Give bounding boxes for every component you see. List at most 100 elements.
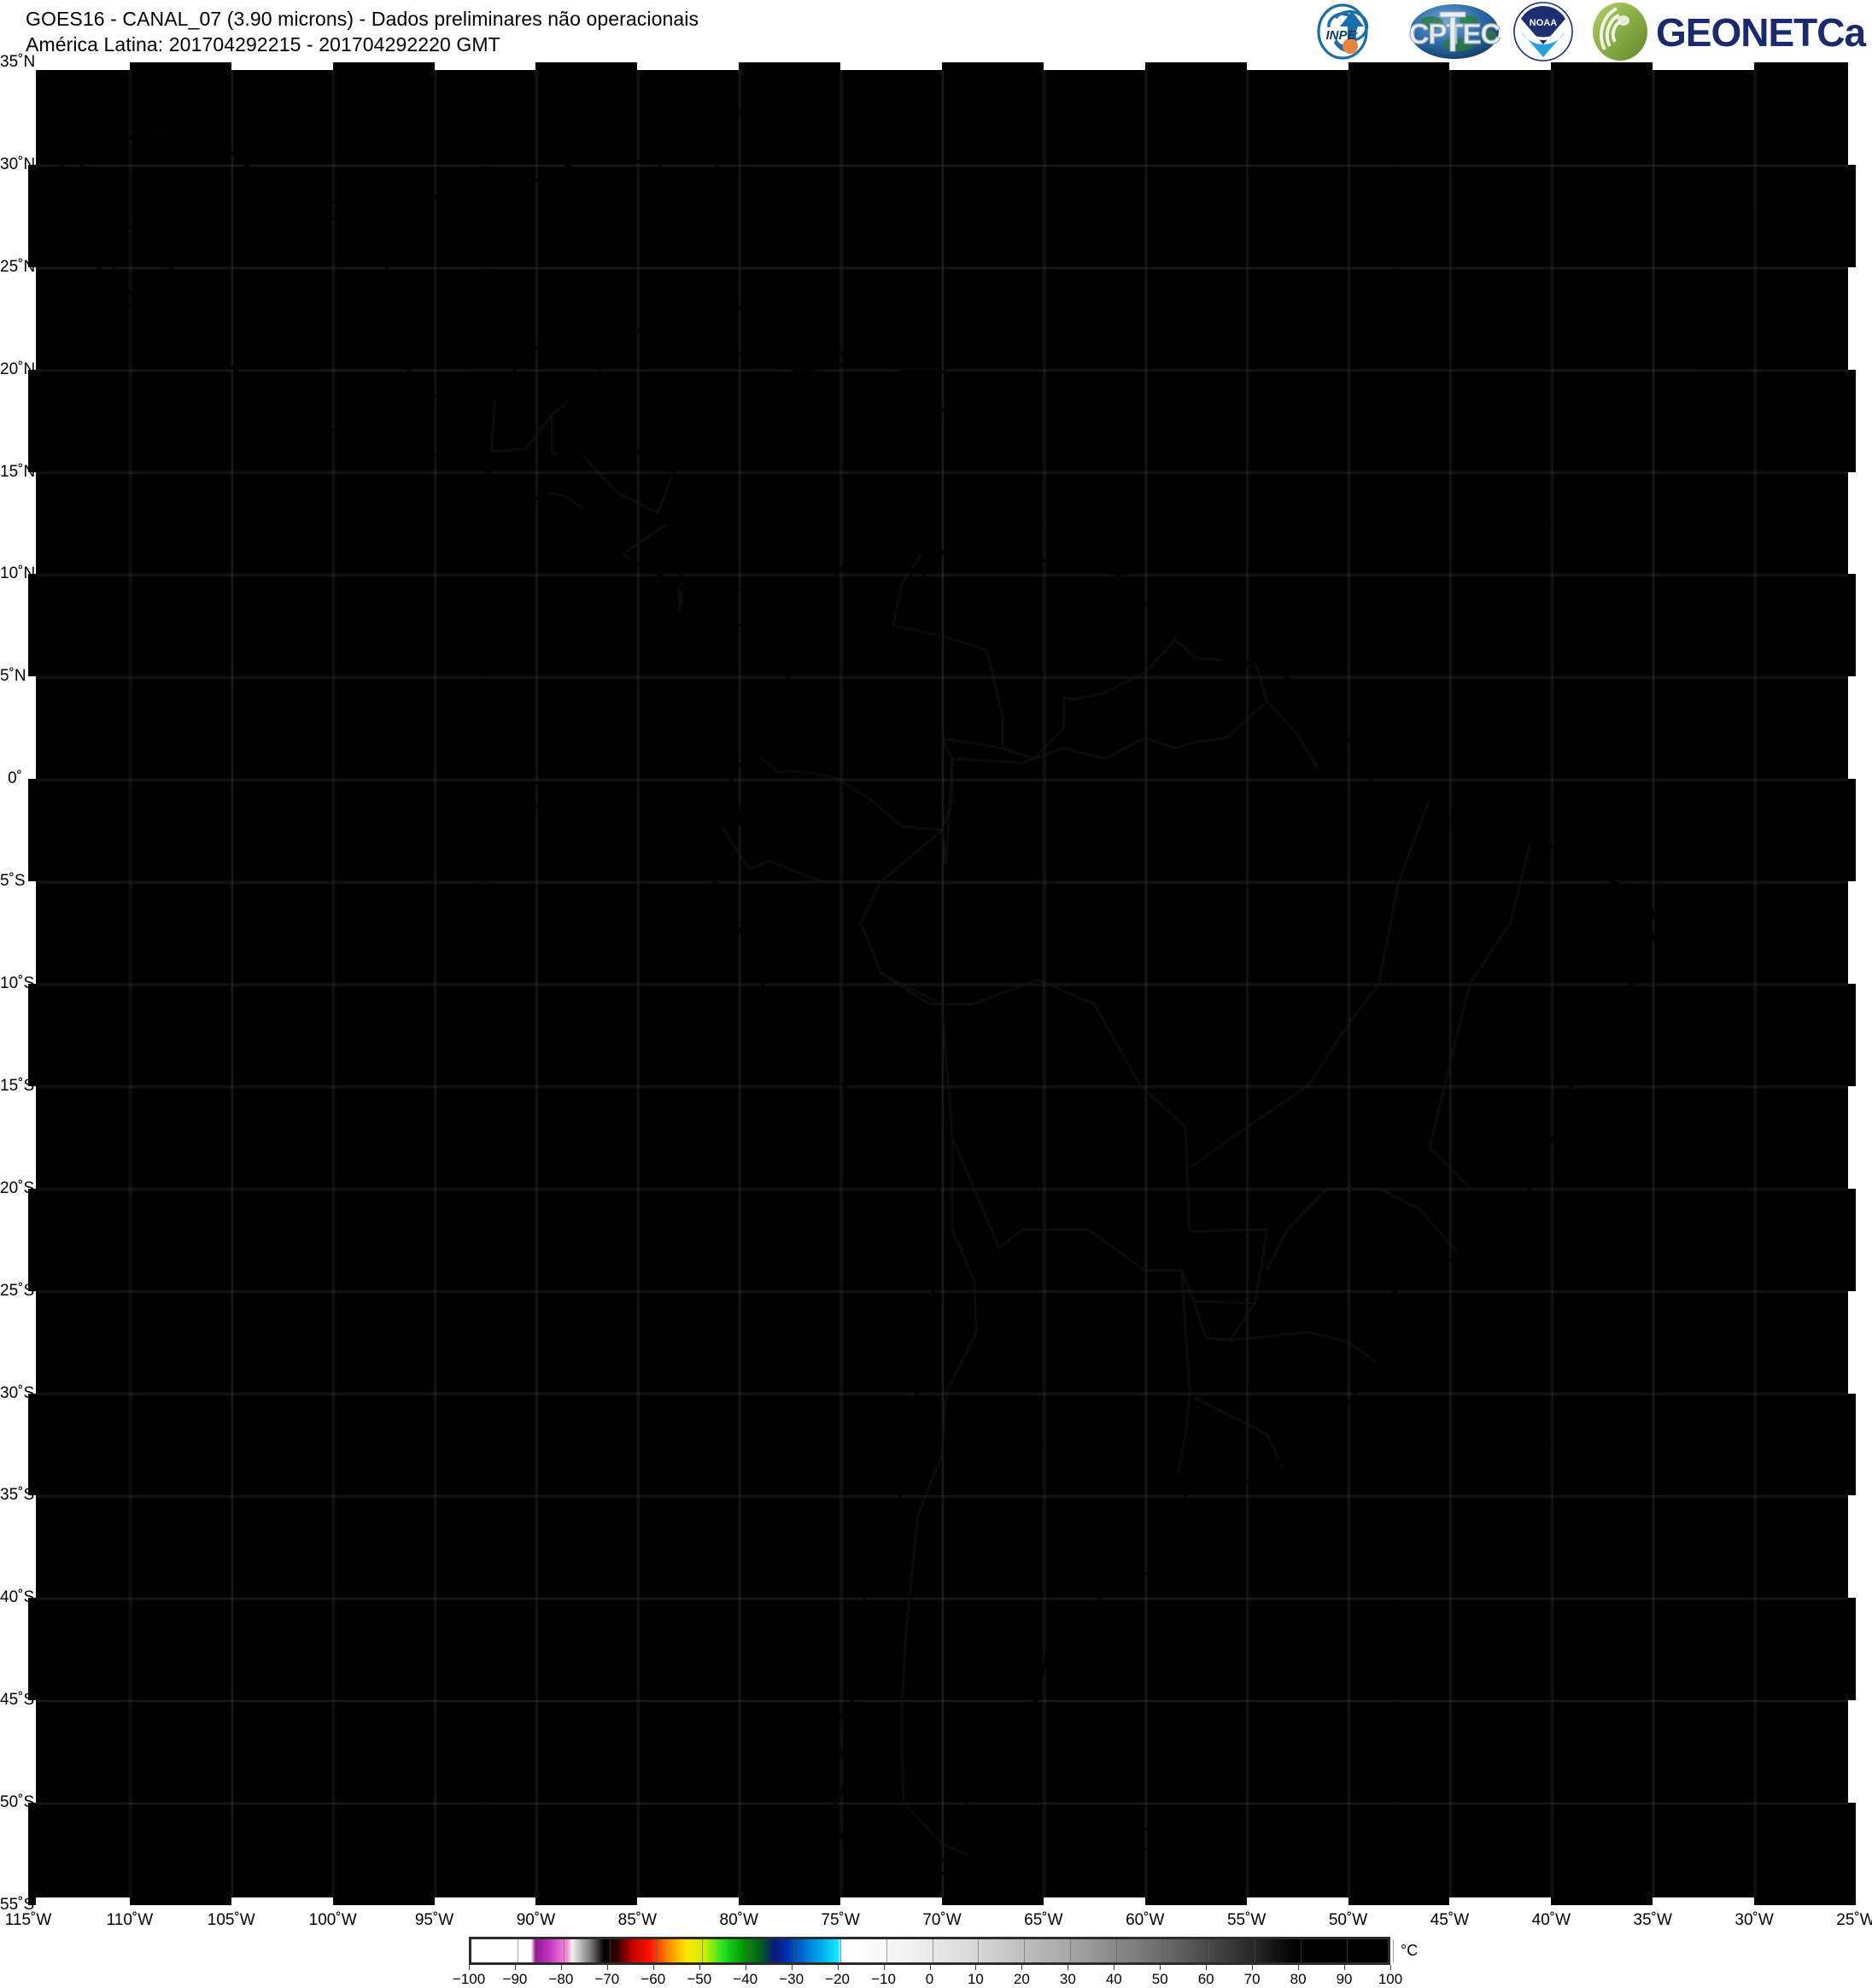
lon-tick-label: 100˚W — [308, 1911, 357, 1929]
colorbar-unit-label: °C — [1401, 1942, 1419, 1959]
lat-tick-label: 15˚N — [0, 462, 36, 481]
colorbar-tick — [469, 1965, 470, 1970]
lon-tick-label: 80˚W — [719, 1911, 758, 1929]
lon-tick-label: 35˚W — [1633, 1911, 1672, 1929]
axis-tick-block — [942, 1897, 1044, 1905]
colorbar-tick — [1344, 1965, 1346, 1970]
colorbar-gradient — [469, 1937, 1394, 1965]
axis-tick-block — [28, 1188, 36, 1291]
colorbar-gridline — [701, 1939, 703, 1962]
colorbar-tick-label: 20 — [1013, 1971, 1030, 1987]
colorbar-tick — [1206, 1965, 1208, 1970]
axis-tick-block — [1848, 574, 1856, 677]
colorbar-gridline — [1162, 1939, 1164, 1962]
axis-tick-block — [332, 1897, 435, 1905]
colorbar-tick — [606, 1965, 608, 1970]
axis-tick-block — [1144, 1897, 1247, 1905]
colorbar-tick-label: −90 — [502, 1971, 528, 1987]
colorbar-gridline — [1070, 1939, 1072, 1962]
colorbar-gridline — [1208, 1939, 1210, 1962]
lon-tick-label: 60˚W — [1126, 1911, 1165, 1929]
noaa-logo: NOAA — [1513, 2, 1573, 61]
colorbar-gridline — [1393, 1939, 1394, 1962]
colorbar-gridline — [655, 1939, 657, 1962]
colorbar-tick-label: 40 — [1105, 1971, 1122, 1987]
axis-tick-block — [1848, 1188, 1856, 1291]
colorbar-tick-label: −40 — [733, 1971, 758, 1987]
colorbar-gridline — [563, 1939, 565, 1962]
cptec-logo: CPTEC — [1408, 4, 1501, 59]
colorbar-tick — [1021, 1965, 1023, 1970]
colorbar-tick-label: 90 — [1336, 1971, 1353, 1987]
lon-tick-label: 40˚W — [1531, 1911, 1571, 1929]
colorbar-ticks: −100 −90 −80 −70 −60 −50 −40 −30 −20 −10 0 10 20 30 40… — [453, 1965, 1402, 1987]
colorbar-tick-label: −20 — [825, 1971, 851, 1987]
lat-tick-label: 10˚S — [0, 974, 35, 992]
lat-tick-label: 30˚S — [0, 1383, 35, 1402]
axis-tick-block — [535, 62, 638, 70]
colorbar-tick-label: 100 — [1378, 1971, 1403, 1987]
colorbar — [469, 1937, 1394, 1965]
colorbar-tick-label: 80 — [1290, 1971, 1307, 1987]
axis-tick-block — [332, 62, 435, 70]
colorbar-gridline — [1347, 1939, 1348, 1962]
lat-tick-label: 5˚S — [0, 872, 26, 891]
colorbar-tick-label: 60 — [1197, 1971, 1214, 1987]
lat-tick-label: 25˚S — [0, 1281, 35, 1300]
lat-tick-label: 45˚S — [0, 1691, 35, 1710]
colorbar-tick — [699, 1965, 700, 1970]
colorbar-tick — [560, 1965, 562, 1970]
lon-tick-label: 70˚W — [922, 1911, 962, 1929]
colorbar-tick — [791, 1965, 793, 1970]
colorbar-tick-label: −100 — [452, 1971, 486, 1987]
colorbar-tick-label: −60 — [641, 1971, 666, 1987]
colorbar-tick — [1390, 1965, 1391, 1970]
lon-tick-label: 65˚W — [1024, 1911, 1063, 1929]
map-frame-top-ticks — [28, 62, 1856, 70]
colorbar-tick-label: 0 — [925, 1971, 934, 1987]
colorbar-tick — [652, 1965, 654, 1970]
svg-text:INPE: INPE — [1325, 28, 1356, 43]
axis-tick-block — [1848, 1393, 1856, 1496]
lon-tick-label: 50˚W — [1328, 1911, 1368, 1929]
colorbar-tick — [1160, 1965, 1161, 1970]
axis-tick-block — [1848, 164, 1856, 267]
lat-tick-label: 25˚N — [0, 257, 36, 276]
colorbar-tick — [1252, 1965, 1254, 1970]
axis-tick-block — [1848, 1598, 1856, 1701]
page-subtitle: América Latina: 201704292215 - 201704292… — [26, 32, 500, 56]
colorbar-tick-label: −30 — [779, 1971, 804, 1987]
geonetcast-logo: GEONETCast — [1593, 3, 1867, 61]
inpe-logo: INPE — [1317, 3, 1369, 60]
map-frame-right-ticks — [1848, 62, 1856, 1905]
colorbar-tick — [929, 1965, 931, 1970]
axis-tick-block — [1848, 984, 1856, 1086]
axis-tick-block — [535, 1897, 638, 1905]
lat-tick-label: 30˚N — [0, 155, 36, 173]
lon-tick-label: 115˚W — [4, 1911, 52, 1929]
satellite-map[interactable] — [28, 62, 1856, 1905]
lon-tick-label: 30˚W — [1735, 1911, 1774, 1929]
logo-strip: INPE CPTEC — [1310, 2, 1867, 61]
axis-tick-block — [28, 574, 36, 677]
colorbar-tick-label: −50 — [687, 1971, 712, 1987]
colorbar-gridline — [1116, 1939, 1118, 1962]
axis-tick-block — [28, 1598, 36, 1701]
colorbar-tick — [837, 1965, 839, 1970]
axis-tick-block — [1848, 779, 1856, 882]
page-title: GOES16 - CANAL_07 (3.90 microns) - Dados… — [26, 8, 699, 30]
satellite-imagery-canvas — [28, 62, 1856, 1905]
lat-tick-label: 0˚ — [8, 769, 22, 788]
lat-tick-label: 20˚S — [0, 1178, 35, 1197]
colorbar-tick-label: −10 — [871, 1971, 896, 1987]
axis-tick-block — [1348, 62, 1450, 70]
colorbar-tick-label: 70 — [1243, 1971, 1261, 1987]
axis-tick-block — [942, 62, 1044, 70]
lon-tick-label: 55˚W — [1226, 1911, 1267, 1929]
colorbar-gridline — [609, 1939, 611, 1962]
colorbar-tick-label: −80 — [548, 1971, 574, 1987]
title-block: GOES16 - CANAL_07 (3.90 microns) - Dados… — [26, 7, 699, 58]
map-frame-bottom-ticks — [28, 1897, 1856, 1905]
colorbar-tick-label: 50 — [1151, 1971, 1168, 1987]
